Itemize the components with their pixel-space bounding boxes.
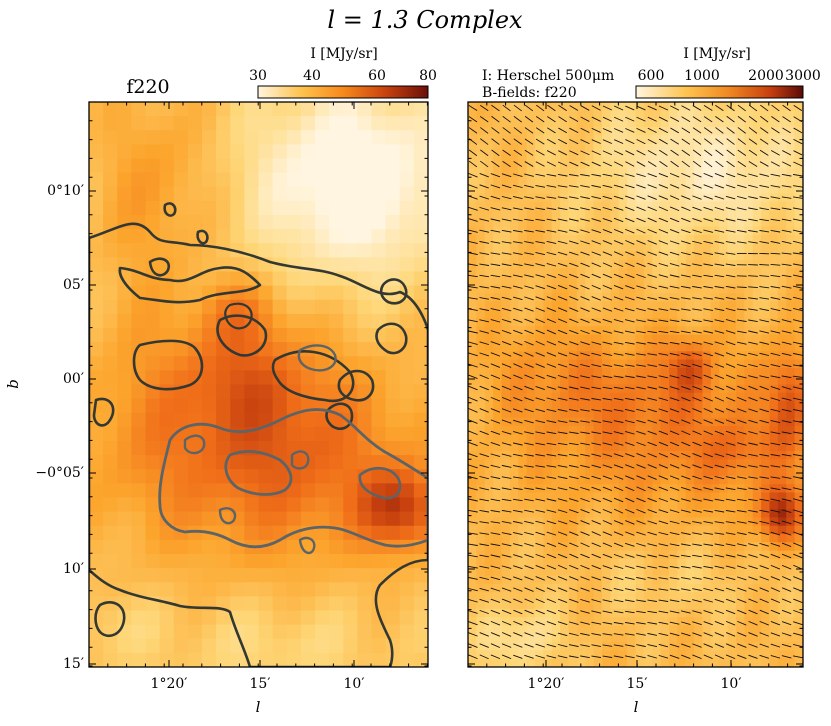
colorbar-tick-label: 1000 — [684, 68, 720, 84]
figure-title: l = 1.3 Complex — [327, 6, 523, 34]
x-axis-label-right: l — [634, 698, 639, 716]
ytick-label: 00′ — [63, 371, 84, 387]
colorbar-tick-label: 40 — [303, 68, 321, 84]
panel-label: f220 — [126, 76, 169, 98]
colorbar-tick-label: 80 — [419, 68, 437, 84]
ytick-label: −0°05′ — [35, 465, 84, 481]
y-ticklabels: 0°10′ 05′ 00′ −0°05′ 10′ 15′ — [35, 183, 84, 672]
ytick-label: 0°10′ — [47, 183, 84, 199]
xtick-label: 15′ — [250, 676, 271, 692]
colorbar-right — [635, 85, 804, 99]
x-ticklabels-left: 1°20′ 15′ 10′ — [151, 676, 365, 692]
ticks-right — [468, 102, 803, 667]
intensity-map-left — [89, 102, 428, 667]
annotation-line-1: I: Herschel 500μm — [482, 68, 614, 84]
colorbar-label-left: I [MJy/sr] — [310, 46, 377, 62]
x-ticklabels-right: 1°20′ 15′ 10′ — [528, 676, 742, 692]
xtick-label: 1°20′ — [528, 676, 565, 692]
ytick-label: 10′ — [63, 561, 84, 577]
colorbar-left — [257, 85, 429, 99]
colorbar-tick-label: 600 — [638, 68, 665, 84]
ytick-label: 05′ — [63, 277, 84, 293]
y-axis-label: b — [4, 379, 22, 389]
ytick-label: 15′ — [63, 656, 84, 672]
xtick-label: 10′ — [721, 676, 742, 692]
colorbar-tick-label: 60 — [368, 68, 386, 84]
colorbar-tick-label: 2000 — [748, 68, 784, 84]
intensity-map-right — [468, 102, 803, 667]
x-axis-label-left: l — [256, 698, 261, 716]
xtick-label: 10′ — [344, 676, 365, 692]
contours-left — [89, 202, 428, 667]
annotation-line-2: B-fields: f220 — [482, 85, 577, 101]
bfield-vectors — [468, 104, 803, 660]
colorbar-tick-label: 3000 — [785, 68, 821, 84]
ticks-left — [89, 102, 428, 667]
colorbar-tick-label: 30 — [249, 68, 267, 84]
colorbar-ticklabels-right: 600 1000 2000 3000 — [638, 68, 821, 90]
xtick-label: 15′ — [627, 676, 648, 692]
colorbar-label-right: I [MJy/sr] — [683, 46, 750, 62]
xtick-label: 1°20′ — [151, 676, 188, 692]
